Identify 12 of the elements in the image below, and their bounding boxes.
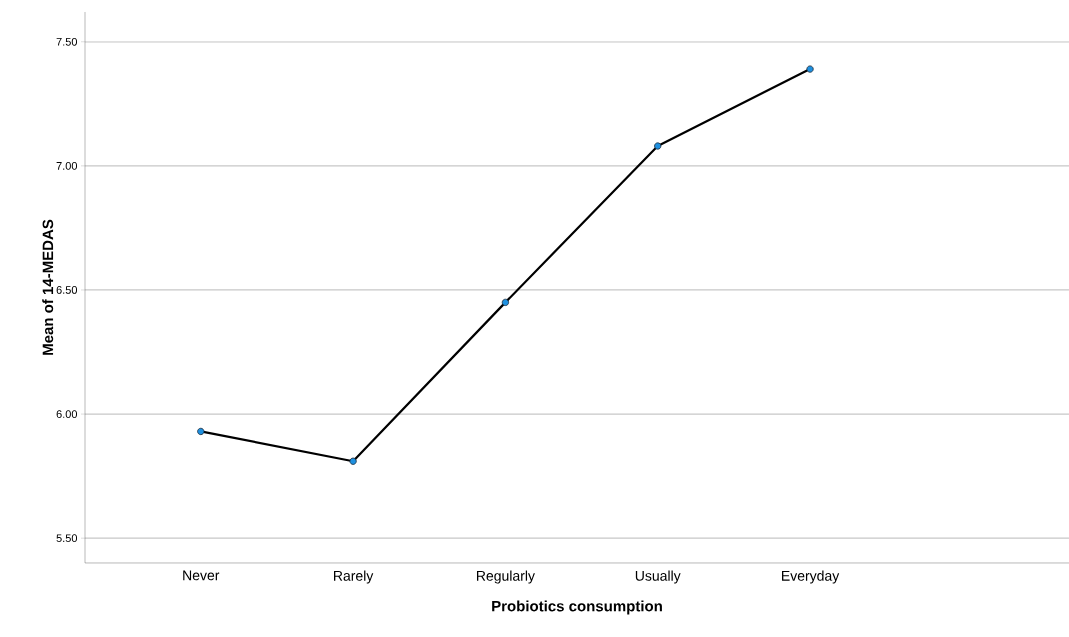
- y-axis-title: Mean of 14-MEDAS: [42, 219, 54, 355]
- x-axis-title: Probiotics consumption: [492, 600, 662, 615]
- y-tick-label: 6.00: [56, 410, 78, 418]
- x-tick-label: Rarely: [334, 570, 374, 584]
- x-tick-label: Never: [183, 570, 220, 581]
- y-tick-label: 7.50: [56, 37, 78, 46]
- x-tick-label: Usually: [635, 570, 681, 584]
- y-tick-label: 7.00: [56, 161, 78, 170]
- y-tick-label: 6.50: [56, 286, 78, 294]
- y-tick-label: 5.50: [56, 534, 78, 543]
- x-tick-label: Regularly: [476, 570, 535, 584]
- x-tick-label: Everyday: [782, 570, 840, 584]
